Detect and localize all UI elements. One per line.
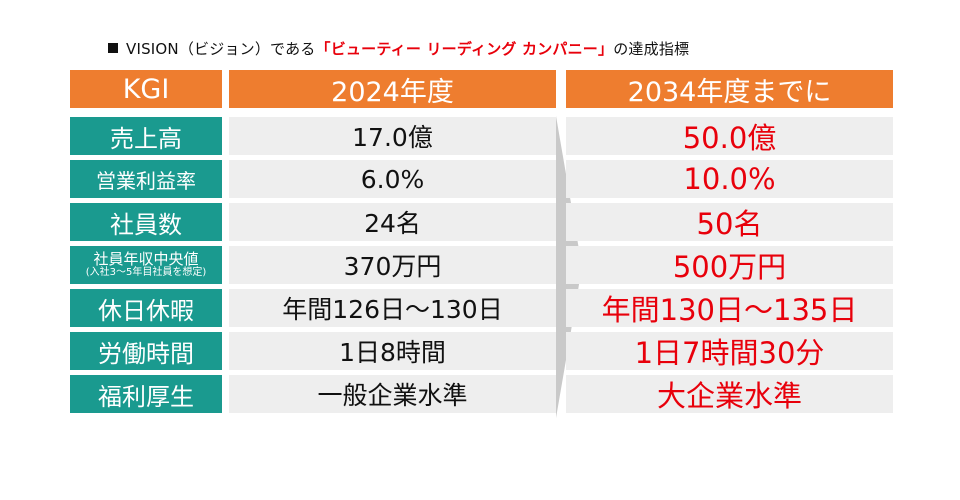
- row-label-sales: 売上高: [70, 117, 222, 155]
- row-label-median-salary: 社員年収中央値 (入社3～5年目社員を想定): [70, 246, 222, 284]
- row-label-employees: 社員数: [70, 203, 222, 241]
- row-label-working-hours: 労働時間: [70, 332, 222, 370]
- header-2034: 2034年度までに: [566, 70, 893, 108]
- row-current-median-salary: 370万円: [229, 246, 556, 284]
- row-target-benefits: 大企業水準: [566, 375, 893, 413]
- row-current-working-hours: 1日8時間: [229, 332, 556, 370]
- row-target-employees: 50名: [566, 203, 893, 241]
- row-target-working-hours: 1日7時間30分: [566, 332, 893, 370]
- heading-prefix: VISION（ビジョン）である: [126, 40, 316, 58]
- median-salary-note: (入社3～5年目社員を想定): [85, 266, 207, 278]
- row-target-median-salary: 500万円: [566, 246, 893, 284]
- square-bullet-icon: [108, 43, 118, 53]
- heading-highlight: 「ビューティー リーディング カンパニー」: [315, 40, 614, 58]
- row-current-holidays: 年間126日～130日: [229, 289, 556, 327]
- row-current-operating-margin: 6.0%: [229, 160, 556, 198]
- row-current-employees: 24名: [229, 203, 556, 241]
- row-target-holidays: 年間130日～135日: [566, 289, 893, 327]
- slide-heading: VISION（ビジョン）である「ビューティー リーディング カンパニー」の達成指…: [108, 38, 689, 59]
- row-label-benefits: 福利厚生: [70, 375, 222, 413]
- row-label-operating-margin: 営業利益率: [70, 160, 222, 198]
- row-current-benefits: 一般企業水準: [229, 375, 556, 413]
- heading-suffix: の達成指標: [613, 40, 690, 58]
- row-target-operating-margin: 10.0%: [566, 160, 893, 198]
- row-label-holidays: 休日休暇: [70, 289, 222, 327]
- row-current-sales: 17.0億: [229, 117, 556, 155]
- header-2024: 2024年度: [229, 70, 556, 108]
- median-salary-label: 社員年収中央値: [93, 249, 199, 268]
- header-kgi: KGI: [70, 70, 222, 108]
- row-target-sales: 50.0億: [566, 117, 893, 155]
